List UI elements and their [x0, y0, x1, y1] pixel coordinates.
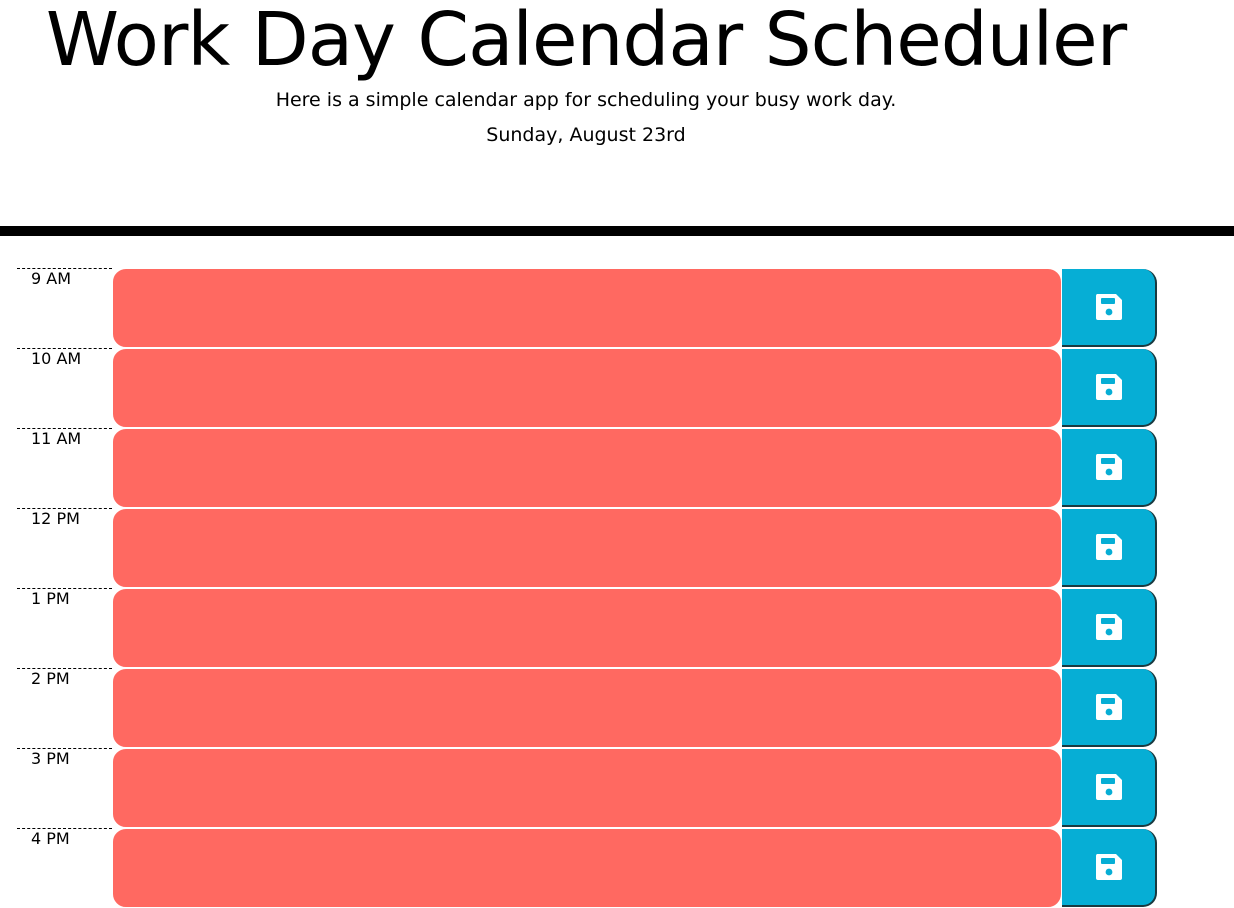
floppy-disk-icon: [1094, 692, 1124, 722]
time-block-hour: 11 AM: [17, 428, 112, 508]
time-block-description[interactable]: [112, 828, 1062, 908]
time-block-hour: 3 PM: [17, 748, 112, 828]
save-button[interactable]: [1062, 269, 1157, 347]
save-button[interactable]: [1062, 829, 1157, 907]
time-block: 10 AM: [17, 348, 1157, 428]
time-block-hour: 1 PM: [17, 588, 112, 668]
time-block-hour: 9 AM: [17, 268, 112, 348]
header-divider: [0, 226, 1234, 236]
time-block: 11 AM: [17, 428, 1157, 508]
time-block-hour: 2 PM: [17, 668, 112, 748]
save-button[interactable]: [1062, 429, 1157, 507]
time-block-description[interactable]: [112, 508, 1062, 588]
floppy-disk-icon: [1094, 372, 1124, 402]
time-block: 12 PM: [17, 508, 1157, 588]
save-button[interactable]: [1062, 589, 1157, 667]
floppy-disk-icon: [1094, 772, 1124, 802]
time-block: 4 PM: [17, 828, 1157, 908]
time-block-description[interactable]: [112, 588, 1062, 668]
time-block: 1 PM: [17, 588, 1157, 668]
time-block-description[interactable]: [112, 348, 1062, 428]
time-block-description[interactable]: [112, 748, 1062, 828]
floppy-disk-icon: [1094, 532, 1124, 562]
time-block: 9 AM: [17, 268, 1157, 348]
time-block-hour: 10 AM: [17, 348, 112, 428]
time-block-hour: 4 PM: [17, 828, 112, 908]
save-button[interactable]: [1062, 349, 1157, 427]
save-button[interactable]: [1062, 669, 1157, 747]
time-block-description[interactable]: [112, 428, 1062, 508]
floppy-disk-icon: [1094, 612, 1124, 642]
time-block-hour: 12 PM: [17, 508, 112, 588]
time-block: 3 PM: [17, 748, 1157, 828]
time-block-description[interactable]: [112, 268, 1062, 348]
page-subtitle: Here is a simple calendar app for schedu…: [275, 89, 897, 111]
save-button[interactable]: [1062, 749, 1157, 827]
time-block: 2 PM: [17, 668, 1157, 748]
time-block-description[interactable]: [112, 668, 1062, 748]
current-date: Sunday, August 23rd: [486, 124, 686, 146]
page-title: Work Day Calendar Scheduler: [45, 0, 1127, 83]
floppy-disk-icon: [1094, 452, 1124, 482]
save-button[interactable]: [1062, 509, 1157, 587]
floppy-disk-icon: [1094, 292, 1124, 322]
floppy-disk-icon: [1094, 852, 1124, 882]
header: Work Day Calendar Scheduler Here is a si…: [0, 0, 1234, 226]
